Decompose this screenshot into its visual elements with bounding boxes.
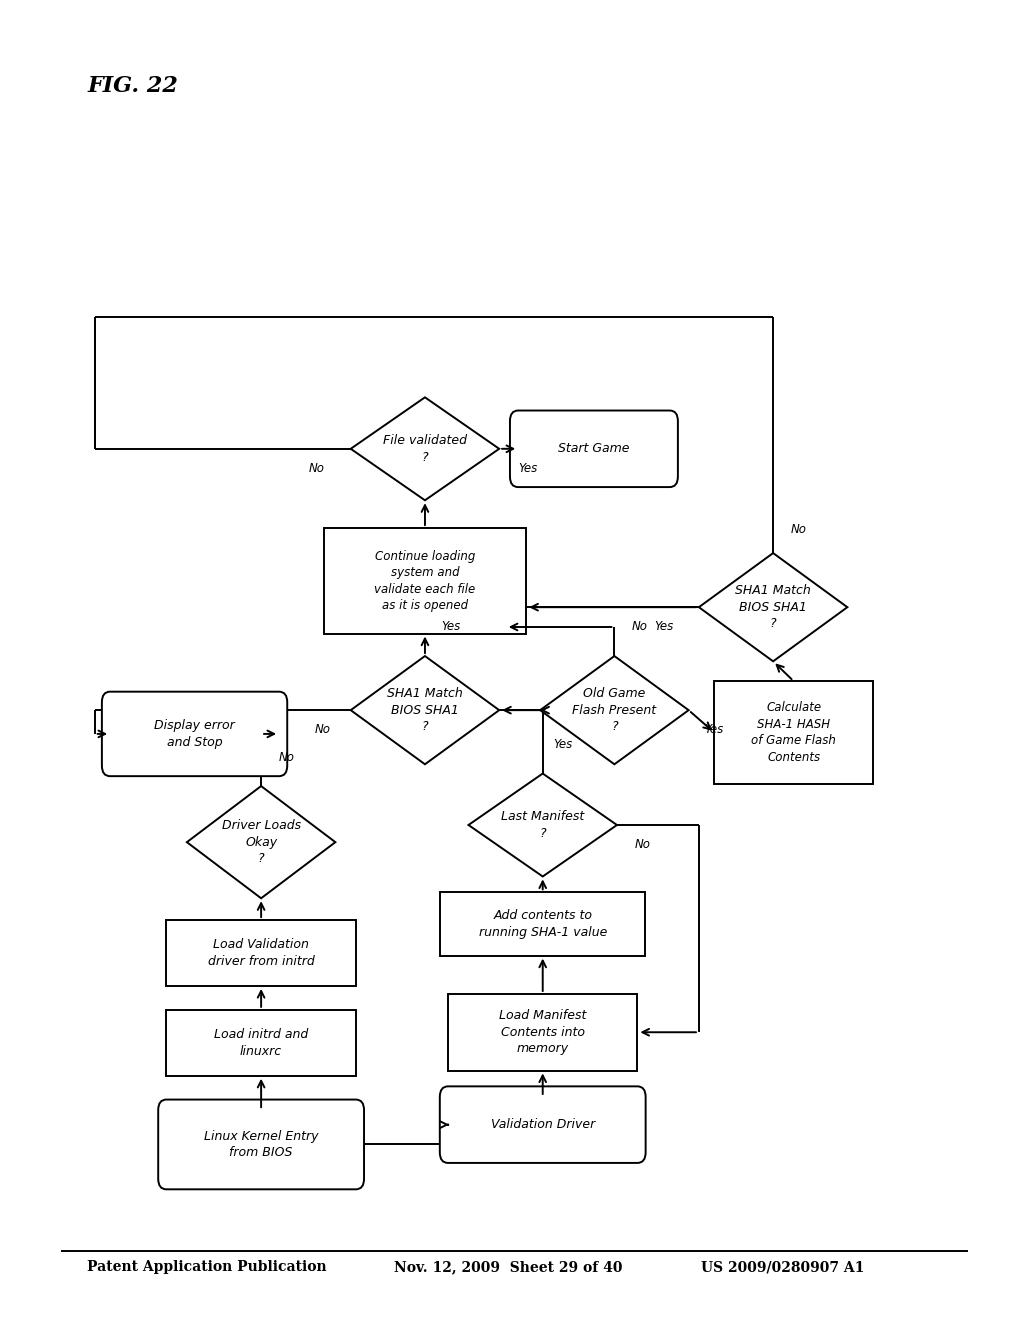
Text: Linux Kernel Entry
from BIOS: Linux Kernel Entry from BIOS [204,1130,318,1159]
Text: No: No [791,523,807,536]
Text: Load Manifest
Contents into
memory: Load Manifest Contents into memory [499,1010,587,1055]
Text: FIG. 22: FIG. 22 [87,75,178,96]
Polygon shape [350,397,500,500]
Text: Old Game
Flash Present
?: Old Game Flash Present ? [572,688,656,733]
Text: Yes: Yes [441,620,460,634]
Text: Display error
and Stop: Display error and Stop [155,719,234,748]
Bar [324,528,526,634]
Text: No: No [632,620,648,634]
Text: No: No [309,462,325,475]
Polygon shape [469,774,616,876]
Text: Validation Driver: Validation Driver [490,1118,595,1131]
Polygon shape [186,787,336,898]
Bar [449,994,637,1071]
Text: US 2009/0280907 A1: US 2009/0280907 A1 [701,1261,865,1274]
FancyBboxPatch shape [440,1086,646,1163]
Text: No: No [314,723,330,737]
Text: No: No [279,751,295,763]
FancyBboxPatch shape [102,692,287,776]
Text: File validated
?: File validated ? [383,434,467,463]
Text: SHA1 Match
BIOS SHA1
?: SHA1 Match BIOS SHA1 ? [387,688,463,733]
Text: No: No [635,838,650,851]
Polygon shape [350,656,500,764]
Text: Add contents to
running SHA-1 value: Add contents to running SHA-1 value [478,909,607,939]
Text: Yes: Yes [654,620,674,634]
Text: Last Manifest
?: Last Manifest ? [501,810,585,840]
Bar [166,920,356,986]
Bar [166,1010,356,1076]
Text: Driver Loads
Okay
?: Driver Loads Okay ? [221,820,301,865]
Text: Start Game: Start Game [558,442,630,455]
Polygon shape [698,553,848,661]
Text: Calculate
SHA-1 HASH
of Game Flash
Contents: Calculate SHA-1 HASH of Game Flash Conte… [752,701,836,764]
Text: Load Validation
driver from initrd: Load Validation driver from initrd [208,939,314,968]
FancyBboxPatch shape [158,1100,365,1189]
Text: Nov. 12, 2009  Sheet 29 of 40: Nov. 12, 2009 Sheet 29 of 40 [394,1261,623,1274]
Text: Continue loading
system and
validate each file
as it is opened: Continue loading system and validate eac… [375,549,475,612]
Text: Yes: Yes [554,738,572,751]
FancyBboxPatch shape [510,411,678,487]
Text: Patent Application Publication: Patent Application Publication [87,1261,327,1274]
Text: Yes: Yes [705,723,724,737]
Bar [715,681,872,784]
Text: SHA1 Match
BIOS SHA1
?: SHA1 Match BIOS SHA1 ? [735,585,811,630]
Polygon shape [541,656,688,764]
Text: Load initrd and
linuxrc: Load initrd and linuxrc [214,1028,308,1057]
Text: Yes: Yes [518,462,538,475]
Bar [440,892,645,956]
